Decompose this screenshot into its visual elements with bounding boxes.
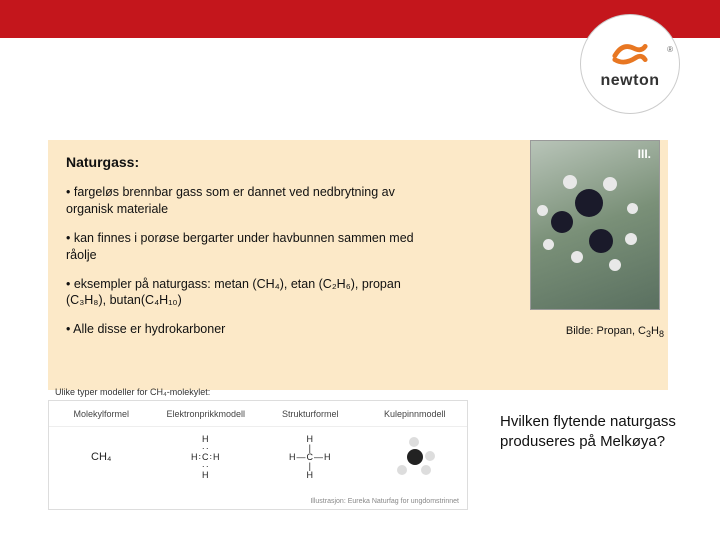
fig-c1: CH₄ (49, 427, 154, 487)
fig-c3: H| H—C—H |H (258, 427, 363, 487)
formula-figure: Ulike typer modeller for CH₄-molekylet: … (48, 400, 468, 510)
fig-header-row: Molekylformel Elektronprikkmodell Strukt… (49, 401, 467, 427)
bullet-2: • kan finnes i porøse bergarter under ha… (66, 230, 426, 264)
fig-h1: Molekylformel (49, 401, 154, 426)
fig-h2: Elektronprikkmodell (154, 401, 259, 426)
logo-text: newton (601, 72, 660, 90)
fig-h3: Strukturformel (258, 401, 363, 426)
logo-registered: ® (667, 45, 673, 54)
bullet-4: • Alle disse er hydrokarboner (66, 321, 426, 338)
molecule-caption: Bilde: Propan, C3H8 (566, 325, 664, 339)
molecule-label: III. (638, 147, 651, 161)
cap-mid: H (651, 325, 659, 337)
bullet-1: • fargeløs brennbar gass som er dannet v… (66, 184, 426, 218)
logo-swirl-icon (611, 38, 649, 68)
cap-prefix: Bilde: Propan, C (566, 325, 646, 337)
fig-h4: Kulepinnmodell (363, 401, 468, 426)
ball-stick-icon (395, 437, 435, 477)
fig-credit: Illustrasjon: Eureka Naturfag for ungdom… (310, 498, 459, 505)
fig-c4 (363, 427, 468, 487)
fig-title: Ulike typer modeller for CH₄-molekylet: (55, 387, 210, 397)
fig-body-row: CH₄ H ·· H꞉C꞉H ·· H H| H—C—H |H (49, 427, 467, 487)
cap-s2: 8 (659, 329, 664, 339)
bullet-3: • eksempler på naturgass: metan (CH₄), e… (66, 276, 426, 310)
molecule-image: III. (530, 140, 660, 310)
fig-c2: H ·· H꞉C꞉H ·· H (154, 427, 259, 487)
question-text: Hvilken flytende naturgass produseres på… (500, 412, 690, 451)
logo-badge: newton ® (580, 14, 680, 114)
